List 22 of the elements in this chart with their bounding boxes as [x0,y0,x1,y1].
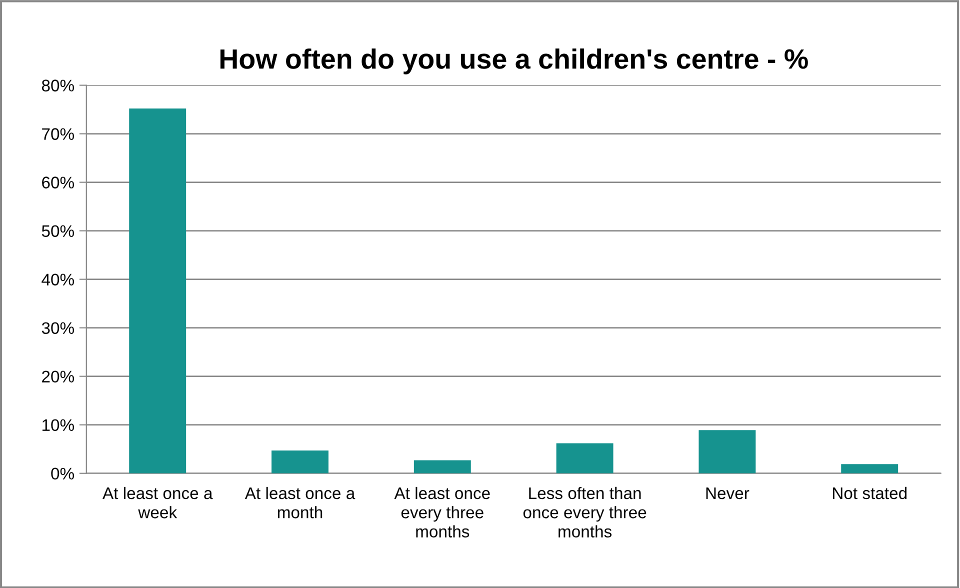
bar [841,464,898,474]
chart-title: How often do you use a children's centre - % [220,48,808,74]
bar [414,460,471,474]
y-tick-label: 10% [42,419,74,432]
y-tick-label: 20% [42,370,74,383]
x-tick-label: Not stated [832,486,907,500]
y-tick-label: 70% [42,128,74,140]
x-tick-label: At least once every three months [394,486,490,538]
y-tick-label: 50% [42,225,74,237]
y-tick-label: 40% [42,274,74,286]
bar [556,443,614,474]
y-tick-label: 0% [51,468,74,480]
x-tick-label: Never [706,488,750,500]
y-tick-label: 60% [42,176,74,188]
bar [129,108,186,474]
bar [698,430,756,474]
x-tick-label: Less often than once every three months [523,486,646,538]
y-tick-label: 80% [42,80,74,92]
y-tick-label: 30% [42,322,74,334]
x-tick-label: At least once a month [244,486,356,518]
x-tick-label: At least once a week [102,486,213,518]
bar [272,450,328,474]
